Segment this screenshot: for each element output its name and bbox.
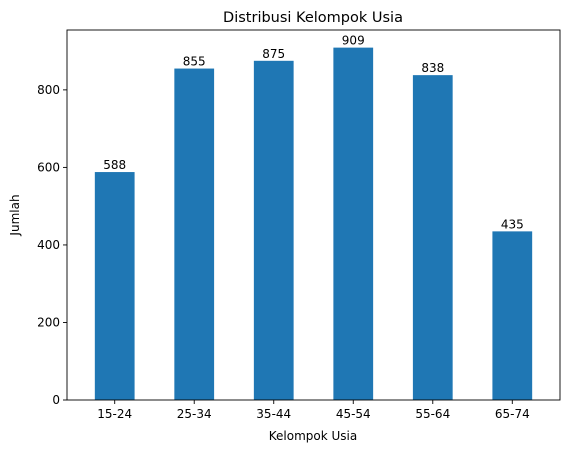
data-label-25-34: 855 bbox=[183, 55, 206, 69]
x-tick-label-25-34: 25-34 bbox=[177, 407, 212, 421]
y-tick-label-600: 600 bbox=[37, 160, 60, 174]
bar-55-64 bbox=[412, 75, 453, 400]
bar-45-54 bbox=[333, 47, 374, 400]
y-tick-label-200: 200 bbox=[37, 315, 60, 329]
bars-layer bbox=[94, 47, 533, 401]
bar-15-24 bbox=[94, 172, 135, 400]
y-ticks-layer: 0 200 400 600 800 bbox=[37, 83, 67, 407]
chart-title: Distribusi Kelompok Usia bbox=[223, 10, 403, 26]
data-label-65-74: 435 bbox=[501, 217, 524, 231]
bar-35-44 bbox=[253, 60, 294, 401]
x-axis-label: Kelompok Usia bbox=[269, 429, 357, 443]
data-label-55-64: 838 bbox=[421, 61, 444, 75]
data-label-45-54: 909 bbox=[342, 34, 365, 48]
x-tick-label-15-24: 15-24 bbox=[97, 407, 132, 421]
y-axis-label: Jumlah bbox=[8, 194, 22, 236]
x-tick-label-45-54: 45-54 bbox=[336, 407, 371, 421]
x-ticks-layer: 15-24 25-34 35-44 45-54 55-64 65-74 bbox=[97, 400, 530, 421]
data-label-35-44: 875 bbox=[262, 47, 285, 61]
plot-area-frame bbox=[66, 29, 561, 401]
data-labels-layer: 588 855 875 909 838 435 bbox=[103, 34, 523, 232]
x-tick-label-35-44: 35-44 bbox=[256, 407, 291, 421]
y-tick-label-400: 400 bbox=[37, 238, 60, 252]
x-tick-label-65-74: 65-74 bbox=[495, 407, 530, 421]
y-tick-label-0: 0 bbox=[52, 393, 60, 407]
data-label-15-24: 588 bbox=[103, 158, 126, 172]
x-tick-label-55-64: 55-64 bbox=[415, 407, 450, 421]
bar-25-34 bbox=[174, 68, 215, 401]
y-tick-label-800: 800 bbox=[37, 83, 60, 97]
bar-65-74 bbox=[492, 231, 533, 400]
